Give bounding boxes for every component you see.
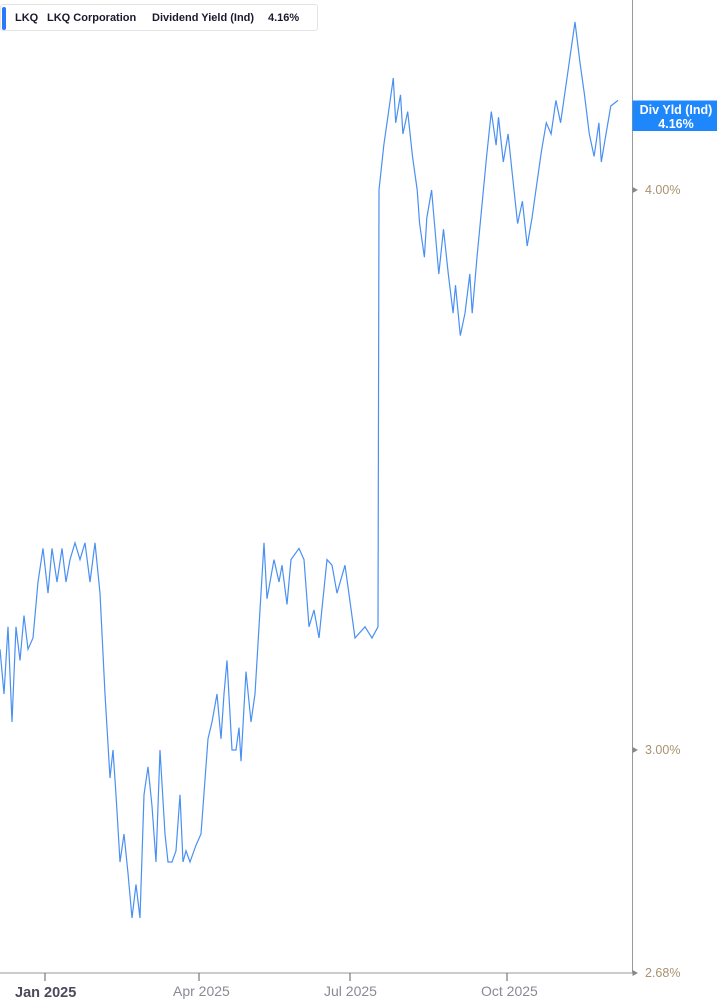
svg-text:Jul 2025: Jul 2025: [324, 983, 377, 999]
svg-text:4.00%: 4.00%: [645, 183, 680, 197]
svg-text:4.16%: 4.16%: [658, 117, 693, 131]
svg-text:Jan 2025: Jan 2025: [15, 985, 76, 1001]
svg-text:Div Yld (Ind): Div Yld (Ind): [640, 103, 713, 117]
svg-text:3.00%: 3.00%: [645, 743, 680, 757]
svg-text:Oct 2025: Oct 2025: [481, 983, 538, 999]
svg-text:2.68%: 2.68%: [645, 966, 680, 980]
svg-text:Apr 2025: Apr 2025: [173, 983, 230, 999]
